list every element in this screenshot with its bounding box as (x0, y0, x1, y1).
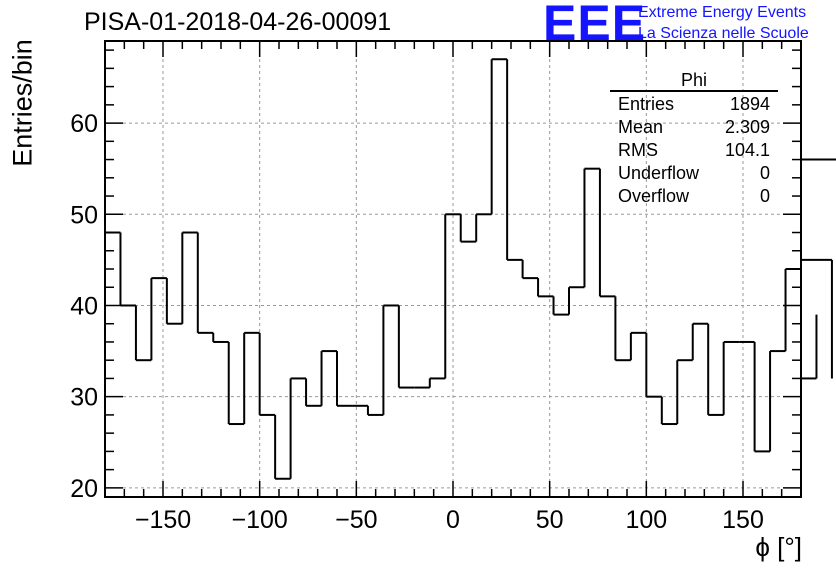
x-tick-label: 0 (446, 506, 460, 534)
logo-line-1: Extreme Energy Events (638, 4, 807, 21)
stats-value: 104.1 (724, 140, 770, 160)
stats-title: Phi (680, 70, 707, 90)
x-tick-label: 50 (536, 506, 564, 534)
x-tick-label: 150 (722, 506, 764, 534)
stats-row-underflow: Underflow 0 (610, 162, 778, 185)
y-tick-label: 40 (70, 292, 98, 320)
stats-label: Mean (618, 117, 664, 137)
x-tick-label: −150 (135, 506, 191, 534)
y-tick-label: 20 (70, 475, 98, 503)
stats-row-mean: Mean 2.309 (610, 116, 778, 139)
x-tick-label: −100 (232, 506, 288, 534)
stats-label: RMS (618, 140, 658, 160)
y-tick-label: 50 (70, 201, 98, 229)
stats-divider (610, 90, 778, 92)
stats-row-overflow: Overflow 0 (610, 185, 778, 208)
y-tick-label: 60 (70, 110, 98, 138)
x-tick-label: −50 (335, 506, 377, 534)
stats-label: Entries (618, 94, 675, 114)
stats-value: 0 (759, 163, 770, 183)
stats-value: 2.309 (724, 117, 770, 137)
logo-line-2: La Scienza nelle Scuole (638, 25, 809, 42)
x-tick-label: 100 (625, 506, 667, 534)
histogram-title: PISA-01-2018-04-26-00091 (84, 8, 392, 36)
x-axis-label: ϕ [°] (755, 532, 802, 562)
stats-box: Phi Entries 1894 Mean 2.309 RMS 104.1 Un… (610, 70, 778, 208)
y-tick-label: 30 (70, 384, 98, 412)
stats-value: 0 (759, 186, 770, 206)
stats-value: 1894 (729, 94, 770, 114)
stats-row-entries: Entries 1894 (610, 93, 778, 116)
stats-label: Overflow (618, 186, 690, 206)
stats-row-rms: RMS 104.1 (610, 139, 778, 162)
stats-label: Underflow (618, 163, 700, 183)
